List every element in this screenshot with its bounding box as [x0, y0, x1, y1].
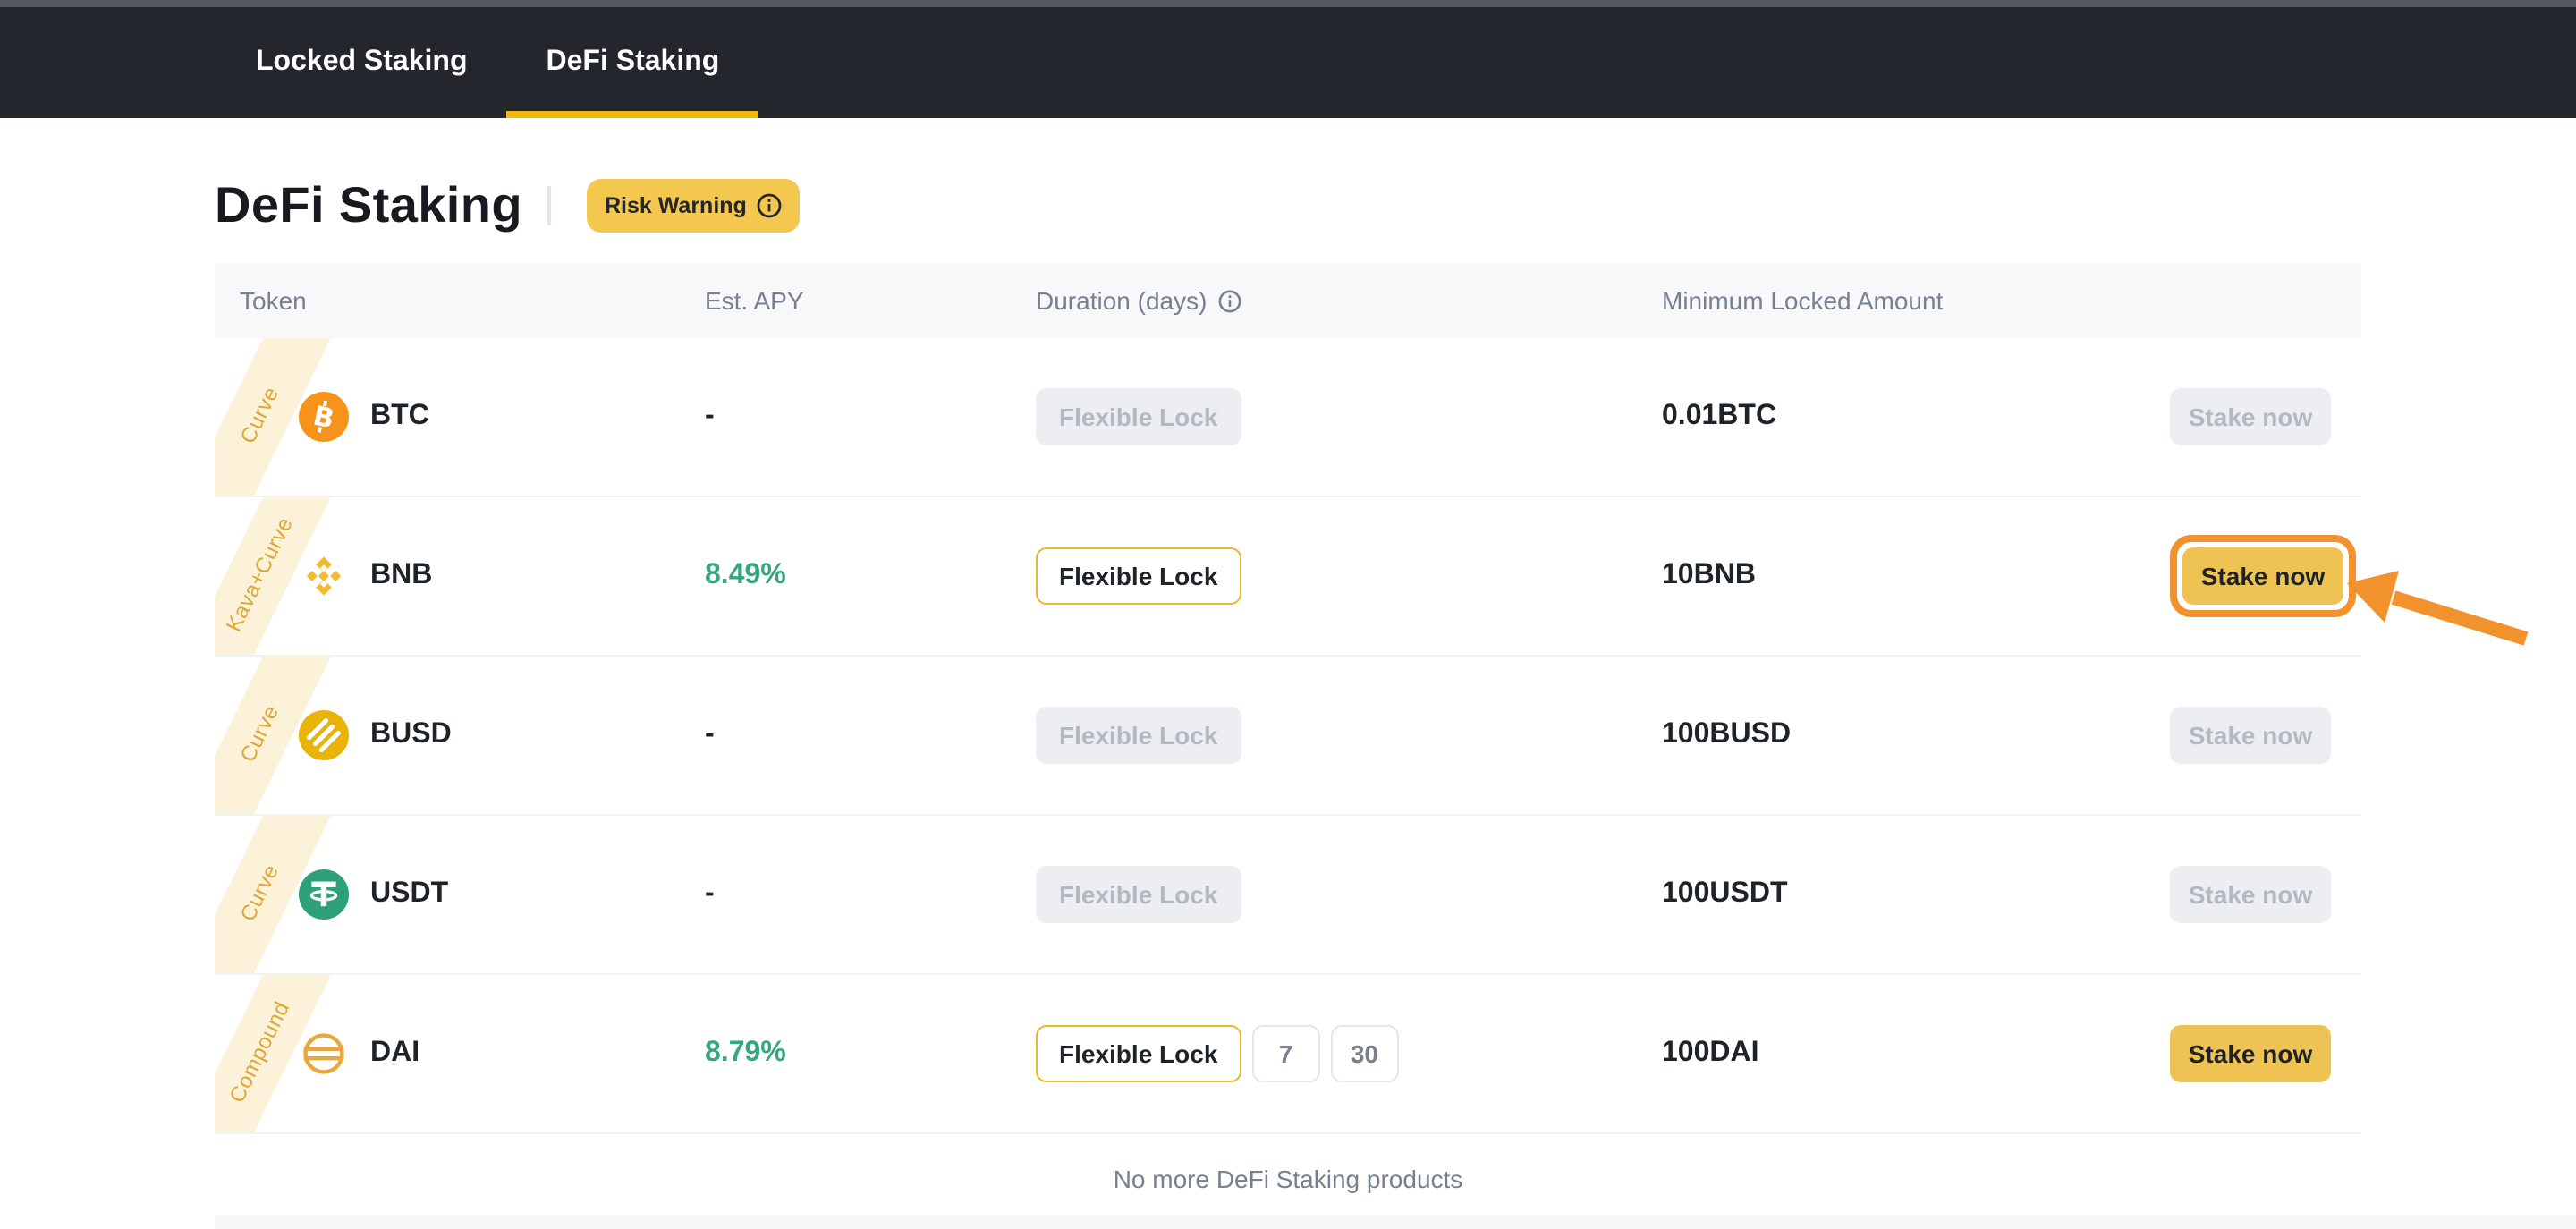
- title-divider: [547, 186, 551, 225]
- stake-now-button: Stake now: [2170, 707, 2331, 764]
- apy-value: 8.49%: [705, 560, 786, 590]
- defi-staking-table: Token Est. APY Duration (days) Minimum L…: [215, 263, 2361, 1224]
- table-row-bnb: Kava+Curve BNB 8.49% Flexible: [215, 497, 2361, 657]
- next-section-edge: [215, 1215, 2576, 1229]
- min-locked-amount: 0.01BTC: [1662, 401, 1777, 431]
- column-header-duration-label: Duration (days): [1036, 286, 1208, 315]
- table-footer-note: No more DeFi Staking products: [1113, 1165, 1463, 1193]
- token-name: BTC: [370, 401, 429, 431]
- duration-7-button[interactable]: 7: [1251, 1025, 1320, 1082]
- tab-locked-staking[interactable]: Locked Staking: [256, 47, 468, 77]
- page-header: DeFi Staking Risk Warning: [215, 170, 2576, 242]
- min-locked-amount: 100BUSD: [1662, 719, 1792, 750]
- risk-warning-label: Risk Warning: [605, 193, 747, 218]
- page-title: DeFi Staking: [215, 177, 522, 233]
- dai-coin-icon: [303, 1033, 344, 1074]
- token-name: BUSD: [370, 719, 452, 750]
- bnb-coin-icon: [306, 556, 342, 596]
- apy-value: 8.79%: [705, 1038, 786, 1068]
- table-row-dai: Compound DAI 8.79% Flexible Lock 7 30 10…: [215, 975, 2361, 1134]
- stake-now-button[interactable]: Stake now: [2182, 547, 2343, 605]
- token-name: DAI: [370, 1038, 420, 1068]
- flexible-lock-button[interactable]: Flexible Lock: [1036, 547, 1241, 605]
- highlight-ring: Stake now: [2170, 535, 2356, 617]
- token-name: BNB: [370, 560, 433, 590]
- window-top-edge: [0, 0, 2576, 7]
- min-locked-amount: 10BNB: [1662, 560, 1756, 590]
- info-icon: [758, 193, 783, 218]
- flexible-lock-button: Flexible Lock: [1036, 707, 1241, 764]
- apy-value: -: [705, 878, 715, 909]
- staking-tab-bar: Locked Staking DeFi Staking: [0, 7, 2576, 118]
- tab-defi-staking[interactable]: DeFi Staking: [506, 7, 759, 118]
- apy-value: -: [705, 719, 715, 750]
- column-header-apy: Est. APY: [705, 286, 804, 315]
- column-header-min-locked: Minimum Locked Amount: [1662, 286, 1944, 315]
- stake-now-button: Stake now: [2170, 388, 2331, 445]
- column-header-duration: Duration (days): [1036, 286, 1662, 315]
- busd-coin-icon: [299, 710, 349, 760]
- duration-30-button[interactable]: 30: [1330, 1025, 1399, 1082]
- risk-warning-badge[interactable]: Risk Warning: [587, 179, 801, 233]
- btc-coin-icon: B: [299, 392, 349, 442]
- min-locked-amount: 100DAI: [1662, 1038, 1759, 1068]
- table-row-usdt: Curve USDT - Flexible Lock 100USDT Stake…: [215, 816, 2361, 975]
- table-row-busd: Curve BUSD - Flexible Lock 100BUSD: [215, 657, 2361, 816]
- table-header-row: Token Est. APY Duration (days) Minimum L…: [215, 263, 2361, 338]
- table-row-btc: Curve B BTC - Flexible Lock 0.01BTC Stak: [215, 338, 2361, 497]
- flexible-lock-button[interactable]: Flexible Lock: [1036, 1025, 1241, 1082]
- stake-now-button: Stake now: [2170, 866, 2331, 923]
- min-locked-amount: 100USDT: [1662, 878, 1788, 909]
- duration-info-icon[interactable]: [1217, 289, 1241, 312]
- token-name: USDT: [370, 878, 449, 909]
- apy-value: -: [705, 401, 715, 431]
- flexible-lock-button: Flexible Lock: [1036, 866, 1241, 923]
- flexible-lock-button: Flexible Lock: [1036, 388, 1241, 445]
- column-header-token: Token: [240, 286, 307, 315]
- usdt-coin-icon: [299, 869, 349, 920]
- stake-now-button[interactable]: Stake now: [2170, 1025, 2331, 1082]
